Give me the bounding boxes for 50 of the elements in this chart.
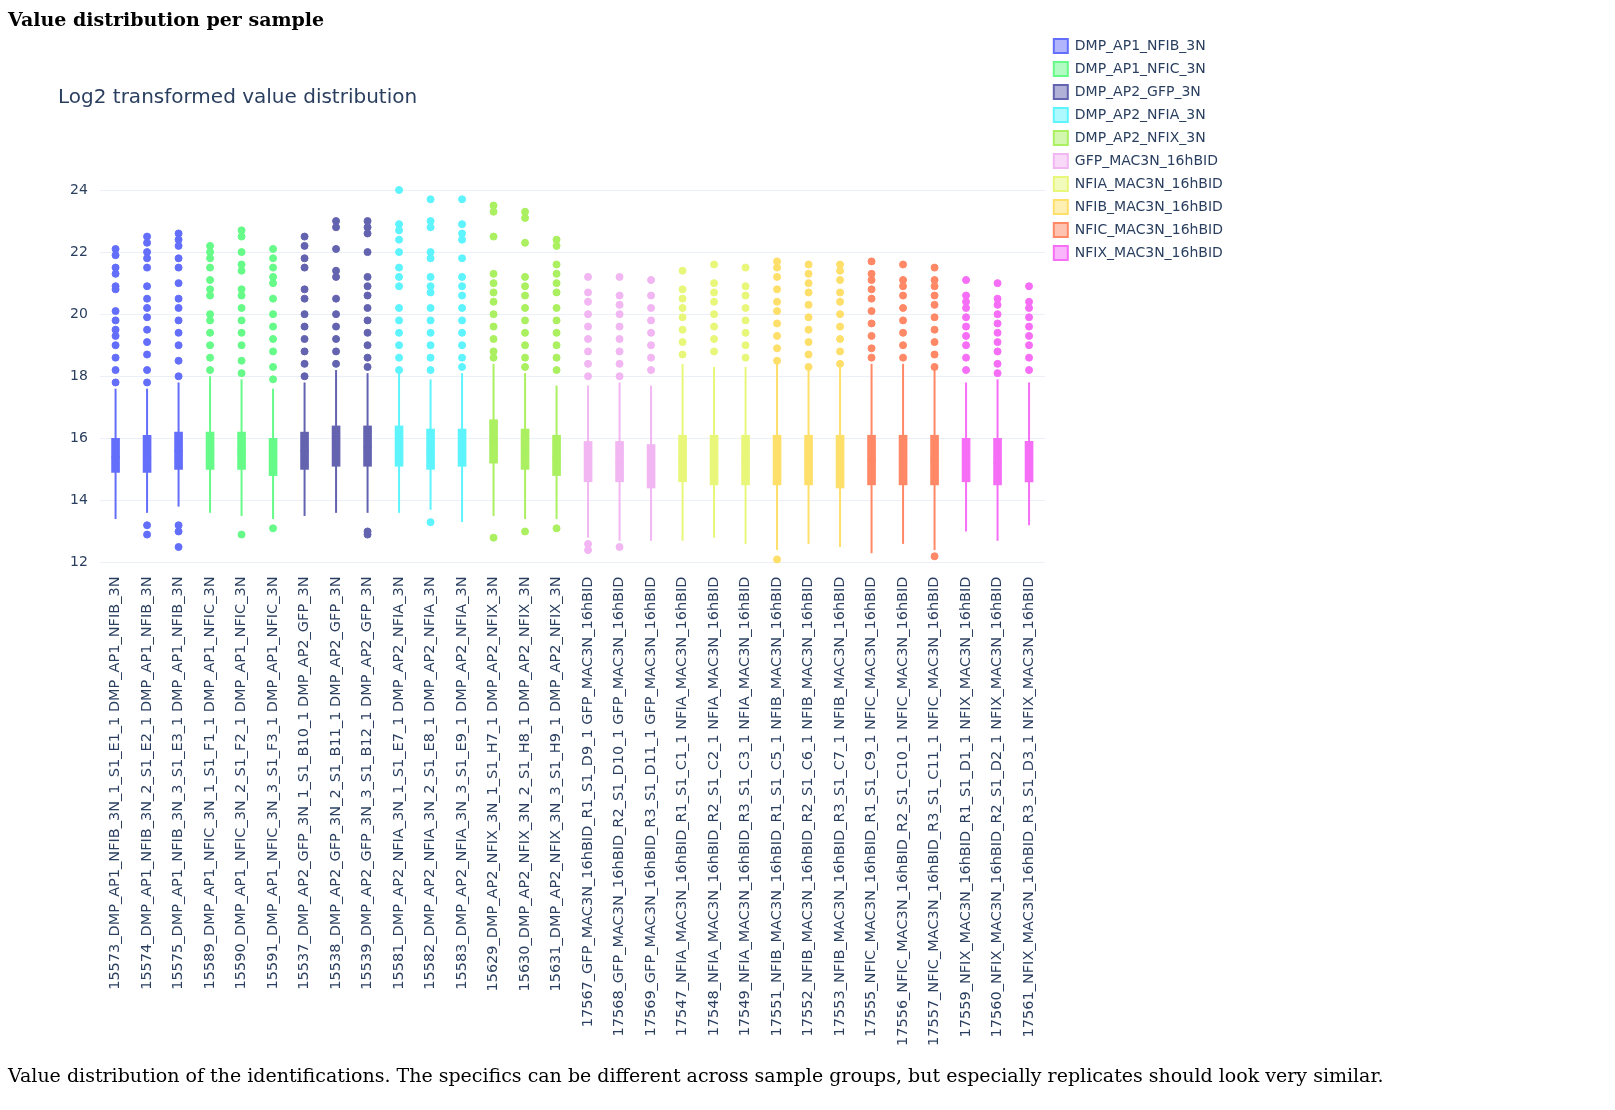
legend-label: DMP_AP2_NFIX_3N: [1074, 128, 1206, 145]
y-tick-label: 18: [69, 366, 88, 383]
x-tick-label: 15629_DMP_AP2_NFIX_3N_1_S1_H7_1 DMP_AP2_NFIX_3N: [484, 576, 501, 992]
legend-label: DMP_AP1_NFIB_3N: [1074, 36, 1206, 53]
x-tick-label: 15590_DMP_AP1_NFIC_3N_2_S1_F2_1 DMP_AP1_NFIC_3N: [232, 576, 249, 990]
legend-label: NFIC_MAC3N_16hBID: [1074, 220, 1224, 237]
x-tick-label: 17548_NFIA_MAC3N_16hBID_R2_S1_C2_1 NFIA_MAC3N_16hBID: [704, 576, 721, 1037]
x-tick-label: 17561_NFIX_MAC3N_16hBID_R3_S1_D3_1 NFIX_MAC3N_16hBID: [1019, 576, 1036, 1038]
x-tick-label: 17557_NFIC_MAC3N_16hBID_R3_S1_C11_1 NFIC_MAC3N_16hBID: [925, 576, 942, 1047]
legend-label: NFIB_MAC3N_16hBID: [1074, 197, 1223, 214]
x-tick-label: 15539_DMP_AP2_GFP_3N_3_S1_B12_1 DMP_AP2_GFP_3N: [358, 576, 375, 990]
x-tick-label: 17552_NFIB_MAC3N_16hBID_R2_S1_C6_1 NFIB_MAC3N_16hBID: [799, 576, 816, 1037]
x-tick-label: 15630_DMP_AP2_NFIX_3N_2_S1_H8_1 DMP_AP2_NFIX_3N: [515, 576, 532, 992]
legend-label: NFIX_MAC3N_16hBID: [1074, 243, 1223, 260]
x-tick-label: 17555_NFIC_MAC3N_16hBID_R1_S1_C9_1 NFIC_MAC3N_16hBID: [862, 576, 879, 1037]
x-tick-label: 15538_DMP_AP2_GFP_3N_2_S1_B11_1 DMP_AP2_GFP_3N: [326, 576, 343, 990]
legend-label: DMP_AP2_GFP_3N: [1074, 82, 1201, 99]
x-tick-label: 15582_DMP_AP2_NFIA_3N_2_S1_E8_1 DMP_AP2_NFIA_3N: [421, 576, 438, 990]
x-tick-label: 17549_NFIA_MAC3N_16hBID_R3_S1_C3_1 NFIA_MAC3N_16hBID: [736, 576, 753, 1037]
y-tick-label: 14: [69, 491, 88, 508]
x-tick-label: 15591_DMP_AP1_NFIC_3N_3_S1_F3_1 DMP_AP1_NFIC_3N: [263, 576, 280, 990]
x-tick-label: 15631_DMP_AP2_NFIX_3N_3_S1_H9_1 DMP_AP2_NFIX_3N: [547, 576, 564, 992]
x-tick-label: 15575_DMP_AP1_NFIB_3N_3_S1_E3_1 DMP_AP1_NFIB_3N: [169, 576, 186, 990]
x-tick-label: 15537_DMP_AP2_GFP_3N_1_S1_B10_1 DMP_AP2_GFP_3N: [295, 576, 312, 990]
x-tick-label: 15581_DMP_AP2_NFIA_3N_1_S1_E7_1 DMP_AP2_NFIA_3N: [389, 576, 406, 990]
x-tick-label: 17559_NFIX_MAC3N_16hBID_R1_S1_D1_1 NFIX_MAC3N_16hBID: [956, 576, 973, 1038]
y-tick-label: 12: [69, 553, 88, 570]
y-tick-label: 20: [69, 304, 88, 321]
x-tick-label: 15574_DMP_AP1_NFIB_3N_2_S1_E2_1 DMP_AP1_NFIB_3N: [137, 576, 154, 990]
x-tick-label: 17569_GFP_MAC3N_16hBID_R3_S1_D11_1 GFP_MAC3N_16hBID: [641, 576, 658, 1037]
y-tick-label: 24: [69, 180, 88, 197]
x-tick-label: 17551_NFIB_MAC3N_16hBID_R1_S1_C5_1 NFIB_MAC3N_16hBID: [767, 576, 784, 1037]
chart-title: Value distribution per sample: [8, 8, 326, 30]
text: Value distribution of the identifications. The specifics can be different across sample groups, but especially replicates should look very similar.: [8, 1064, 1385, 1086]
legend-label: NFIA_MAC3N_16hBID: [1074, 174, 1223, 191]
x-tick-label: 17556_NFIC_MAC3N_16hBID_R2_S1_C10_1 NFIC_MAC3N_16hBID: [893, 576, 910, 1047]
x-tick-label: 15589_DMP_AP1_NFIC_3N_1_S1_F1_1 DMP_AP1_NFIC_3N: [200, 576, 217, 990]
x-tick-label: 15573_DMP_AP1_NFIB_3N_1_S1_E1_1 DMP_AP1_NFIB_3N: [106, 576, 123, 990]
x-tick-label: 17560_NFIX_MAC3N_16hBID_R2_S1_D2_1 NFIX_MAC3N_16hBID: [988, 576, 1005, 1038]
y-tick-label: 16: [69, 428, 88, 445]
chart-subtitle: Log2 transformed value distribution: [58, 84, 418, 109]
x-tick-label: 17547_NFIA_MAC3N_16hBID_R1_S1_C1_1 NFIA_MAC3N_16hBID: [673, 576, 690, 1037]
y-tick-label: 22: [69, 242, 88, 259]
legend-label: DMP_AP1_NFIC_3N: [1074, 59, 1206, 76]
x-tick-label: 15583_DMP_AP2_NFIA_3N_3_S1_E9_1 DMP_AP2_NFIA_3N: [452, 576, 469, 990]
x-tick-label: 17567_GFP_MAC3N_16hBID_R1_S1_D9_1 GFP_MAC3N_16hBID: [578, 576, 595, 1028]
x-tick-label: 17568_GFP_MAC3N_16hBID_R2_S1_D10_1 GFP_MAC3N_16hBID: [610, 576, 627, 1037]
legend-label: DMP_AP2_NFIA_3N: [1074, 105, 1206, 122]
legend-label: GFP_MAC3N_16hBID: [1074, 151, 1218, 168]
x-tick-label: 17553_NFIB_MAC3N_16hBID_R3_S1_C7_1 NFIB_MAC3N_16hBID: [830, 576, 847, 1037]
